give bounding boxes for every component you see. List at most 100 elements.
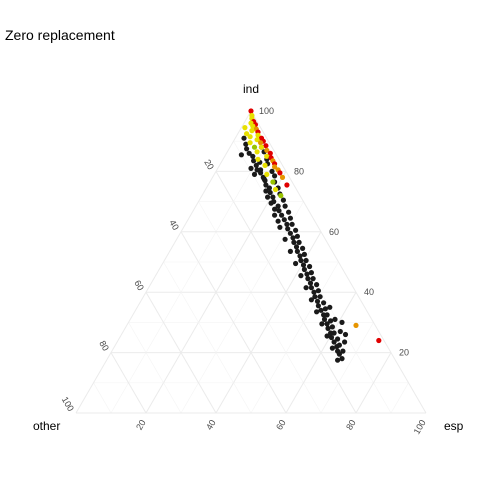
data-point [247, 140, 253, 146]
data-point [251, 158, 257, 164]
data-point [279, 174, 286, 180]
data-point [293, 244, 300, 250]
data-point [264, 171, 270, 177]
data-point [322, 306, 328, 312]
triangle-edge [250, 110, 427, 414]
data-point [304, 271, 310, 277]
data-point [296, 239, 302, 245]
data-point [258, 144, 265, 150]
data-point [329, 324, 335, 330]
data-point [254, 137, 260, 143]
grid-line-esp [250, 261, 339, 414]
data-point [324, 312, 330, 318]
grid-line-other [145, 291, 217, 414]
data-point [298, 257, 304, 264]
data-point [249, 128, 255, 134]
data-point [293, 260, 299, 267]
data-point [281, 217, 287, 223]
data-point [285, 226, 291, 232]
data-point [339, 319, 345, 325]
data-point [321, 316, 328, 322]
tick-label-other: 60 [132, 279, 146, 293]
tick-label-ind: 20 [399, 348, 409, 358]
grid-line-esp [320, 322, 374, 414]
data-point [314, 298, 321, 304]
data-point [300, 262, 307, 268]
data-point [324, 321, 330, 327]
data-point [340, 348, 346, 354]
data-point [246, 150, 252, 156]
data-point [290, 235, 296, 241]
tick-label-other: 40 [167, 218, 181, 232]
data-point [303, 285, 309, 291]
data-point [297, 253, 303, 259]
data-point [319, 321, 325, 327]
data-point [272, 206, 278, 212]
grid-line-esp [390, 382, 409, 414]
data-point [301, 251, 307, 257]
data-point [255, 156, 261, 162]
grid-line-esp [355, 352, 392, 414]
tick-label-other: 100 [60, 395, 76, 413]
data-point [270, 194, 276, 200]
tick-label-ind: 100 [259, 106, 274, 116]
data-point [335, 357, 341, 363]
grid-line-other [163, 261, 252, 414]
data-point [286, 209, 292, 215]
data-point [307, 280, 314, 286]
data-point [353, 322, 359, 328]
plot-grid [75, 110, 427, 414]
data-point [284, 221, 290, 227]
data-point [277, 170, 283, 176]
data-point [262, 162, 268, 168]
data-point [308, 297, 314, 303]
chart-title: Zero replacement [5, 27, 115, 43]
data-point [284, 182, 290, 188]
data-point [263, 188, 269, 194]
data-point [318, 307, 324, 313]
grid-line-esp [110, 141, 269, 414]
data-point [263, 143, 269, 149]
data-point [254, 149, 260, 155]
vertex-label-ind: ind [243, 82, 259, 96]
data-point [314, 309, 320, 315]
data-point [308, 270, 314, 276]
data-point [247, 134, 253, 140]
data-point [266, 185, 272, 191]
data-point [325, 325, 331, 331]
data-point [278, 193, 284, 199]
data-point [287, 230, 293, 236]
data-point [293, 227, 299, 233]
data-point [253, 162, 259, 168]
grid-line-esp [285, 291, 357, 414]
data-point [267, 150, 273, 156]
tick-label-esp: 80 [344, 418, 358, 432]
data-point [241, 135, 247, 141]
data-point [265, 194, 271, 200]
data-point [269, 168, 275, 174]
tick-label-other: 80 [97, 339, 111, 353]
data-point [244, 131, 250, 137]
data-point [303, 257, 309, 264]
data-point [324, 333, 330, 339]
data-point [255, 132, 261, 138]
data-point [335, 336, 341, 342]
data-point [336, 351, 342, 357]
data-point [311, 289, 317, 295]
data-point [331, 339, 337, 345]
grid-line-other [198, 201, 322, 414]
data-point [289, 221, 295, 227]
vertex-label-other: other [33, 419, 60, 433]
data-point [251, 144, 258, 150]
data-point [291, 239, 297, 245]
data-point [315, 288, 321, 294]
data-point [261, 176, 267, 182]
data-point [294, 248, 300, 254]
data-point [342, 339, 348, 345]
data-point [287, 248, 293, 254]
data-point [280, 197, 286, 203]
data-point [298, 273, 304, 279]
data-point [279, 212, 285, 218]
data-point [314, 282, 320, 288]
